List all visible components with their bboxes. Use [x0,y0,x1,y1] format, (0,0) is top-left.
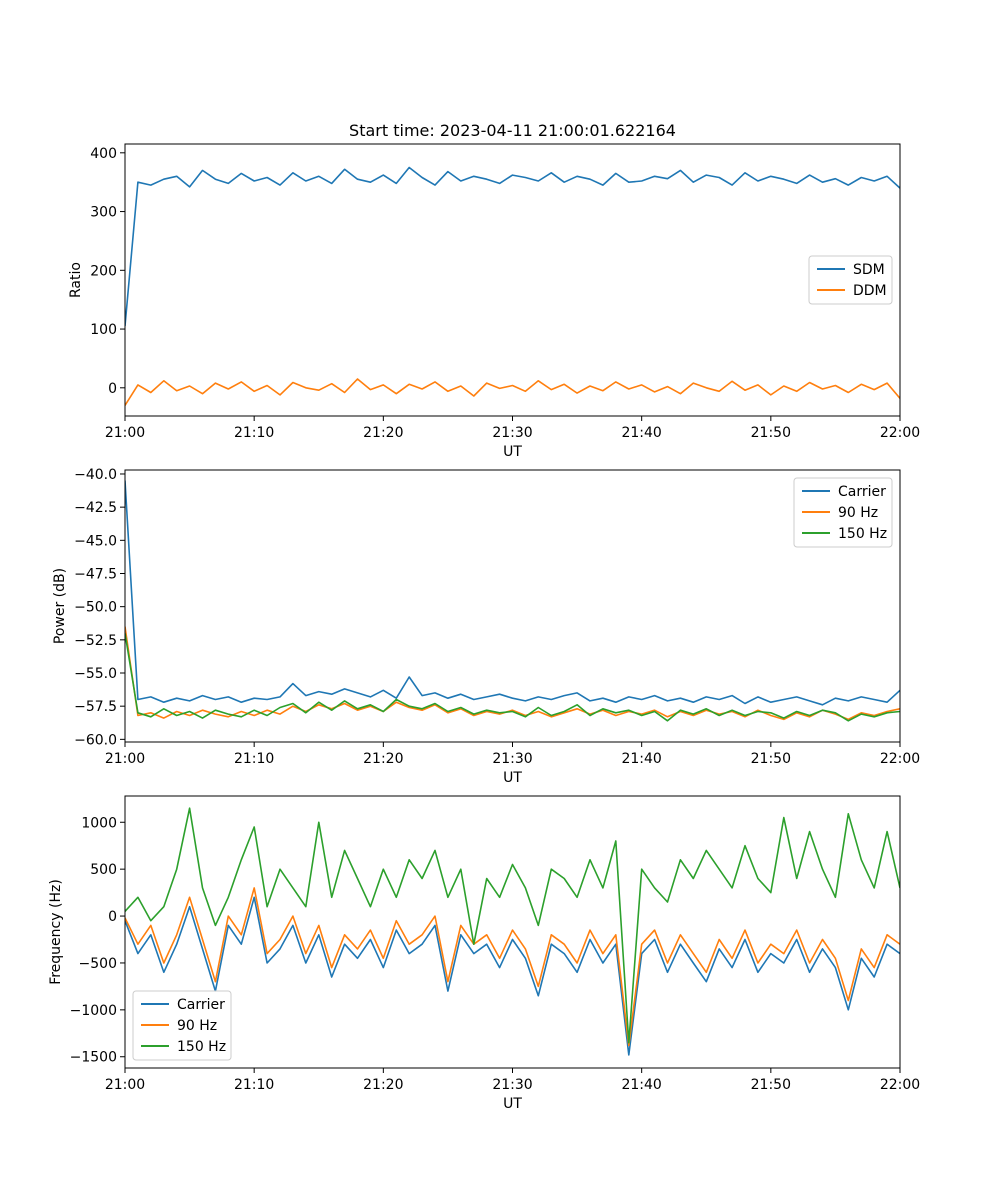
y-tick-label: −52.5 [74,633,117,649]
x-tick-label: 21:40 [621,1077,661,1093]
legend-label: Carrier [838,484,886,500]
y-tick-label: −40.0 [74,467,117,483]
x-tick-label: 22:00 [880,751,920,767]
x-tick-label: 21:10 [234,1077,274,1093]
legend-label: 90 Hz [177,1018,217,1034]
y-tick-label: −50.0 [74,600,117,616]
legend: Carrier 90 Hz 150 Hz [132,990,232,1061]
y-tick-label: −500 [79,956,117,972]
x-tick-label: 21:50 [751,425,791,441]
legend-label: 90 Hz [838,505,878,521]
y-tick-label: 400 [90,146,117,162]
x-tick-label: 21:20 [363,751,403,767]
legend-label: 150 Hz [838,526,887,542]
x-tick-label: 21:10 [234,751,274,767]
x-tick-label: 21:00 [105,751,145,767]
y-axis-label: Power (dB) [52,568,68,644]
y-tick-label: −55.0 [74,666,117,682]
y-axis-label: Frequency (Hz) [48,879,64,985]
y-tick-label: −47.5 [74,566,117,582]
series-line-3 [125,633,900,722]
power-panel: 21:00 21:10 21:20 21:30 21:40 21:50 22:00 −60.0… [52,467,920,786]
legend: Carrier 90 Hz 150 Hz [793,477,893,548]
series-line-2 [125,626,900,721]
y-axis-label: Ratio [68,262,84,298]
x-tick-label: 21:00 [105,1077,145,1093]
y-tick-label: 0 [108,909,117,925]
y-tick-label: −60.0 [74,732,117,748]
x-tick-label: 21:20 [363,1077,403,1093]
y-tick-label: 500 [90,862,117,878]
series-line-1 [125,896,900,1056]
x-tick-label: 21:40 [621,751,661,767]
x-tick-label: 21:00 [105,425,145,441]
series-line-1 [125,480,900,706]
x-tick-label: 21:10 [234,425,274,441]
y-tick-label: 0 [108,381,117,397]
y-tick-label: 300 [90,205,117,221]
legend-label: SDM [853,262,885,278]
legend-box [132,990,232,1061]
x-tick-label: 21:30 [492,425,532,441]
ratio-panel: 21:00 21:10 21:20 21:30 21:40 21:50 22:00 0 100 2… [68,143,920,460]
frequency-panel: 21:00 21:10 21:20 21:30 21:40 21:50 22:00 −1500… [48,795,920,1112]
x-tick-label: 22:00 [880,425,920,441]
x-axis-label: UT [503,444,522,460]
x-tick-label: 22:00 [880,1077,920,1093]
legend-label: DDM [853,283,887,299]
y-tick-label: −42.5 [74,500,117,516]
series-line-2 [125,378,900,406]
series-group [125,166,900,406]
y-tick-label: −1000 [70,1003,117,1019]
y-tick-label: 100 [90,322,117,338]
series-group [125,807,900,1056]
x-tick-label: 21:50 [751,1077,791,1093]
legend: SDM DDM [808,255,893,305]
x-axis-label: UT [503,1096,522,1112]
series-line-1 [125,166,900,327]
series-line-2 [125,887,900,1047]
x-tick-label: 21:30 [492,1077,532,1093]
x-tick-label: 21:50 [751,751,791,767]
x-tick-label: 21:20 [363,425,403,441]
chart-title: Start time: 2023-04-11 21:00:01.622164 [349,121,676,140]
y-tick-label: 1000 [81,815,117,831]
x-tick-label: 21:40 [621,425,661,441]
x-axis-label: UT [503,770,522,786]
y-tick-label: 200 [90,263,117,279]
legend-box [793,477,893,548]
y-tick-label: −57.5 [74,699,117,715]
series-line-3 [125,807,900,1044]
legend-label: 150 Hz [177,1039,226,1055]
x-tick-label: 21:30 [492,751,532,767]
y-tick-label: −1500 [70,1050,117,1066]
series-group [125,480,900,722]
legend-label: Carrier [177,997,225,1013]
y-tick-label: −45.0 [74,533,117,549]
